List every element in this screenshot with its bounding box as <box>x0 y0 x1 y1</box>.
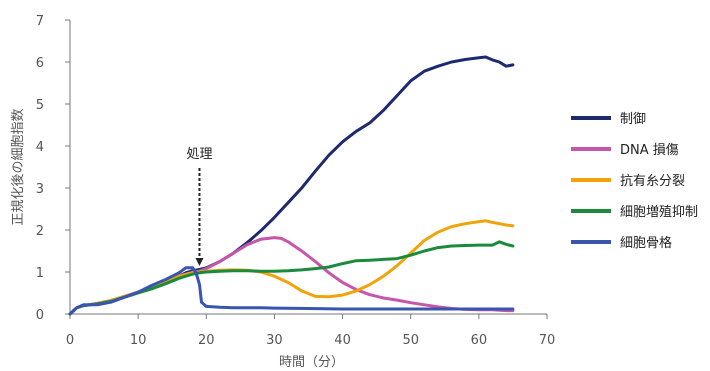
series-line-3 <box>68 240 515 316</box>
x-axis-title: 時間（分） <box>279 355 344 370</box>
x-tick-label: 20 <box>198 333 215 348</box>
series-line-1 <box>68 236 515 316</box>
x-tick-label: 70 <box>539 333 556 348</box>
y-tick-label: 5 <box>36 98 44 113</box>
legend-label: 抗有糸分裂 <box>620 174 685 189</box>
y-tick-label: 7 <box>36 14 44 29</box>
annotation-label: 処理 <box>186 147 212 162</box>
y-tick-label: 2 <box>36 224 44 239</box>
x-tick-label: 40 <box>334 333 351 348</box>
x-tick-label: 10 <box>130 333 147 348</box>
legend-label: 細胞増殖抑制 <box>620 204 698 220</box>
legend-label: 制御 <box>620 112 646 127</box>
annotation-arrowhead <box>195 258 204 266</box>
y-tick-label: 6 <box>36 56 44 71</box>
y-tick-label: 4 <box>36 140 44 155</box>
y-ticks: 0 1 2 3 4 5 6 7 <box>36 14 70 323</box>
series-line-4 <box>68 266 515 316</box>
x-tick-label: 60 <box>471 333 488 348</box>
x-ticks: 0 10 20 30 40 50 60 70 <box>66 314 555 348</box>
x-tick-label: 30 <box>266 333 283 348</box>
legend-label: DNA 損傷 <box>620 143 679 158</box>
x-tick-label: 50 <box>402 333 419 348</box>
y-tick-label: 3 <box>36 182 44 197</box>
y-axis-title: 正規化後の細胞指数 <box>11 108 26 225</box>
y-tick-label: 1 <box>36 266 44 281</box>
x-tick-label: 0 <box>66 333 74 348</box>
treatment-annotation: 処理 <box>186 147 212 266</box>
axes <box>69 20 547 315</box>
series-line-0 <box>68 55 515 316</box>
legend-label: 細胞骨格 <box>620 235 672 251</box>
y-tick-label: 0 <box>36 308 44 323</box>
series-line-2 <box>68 219 515 316</box>
series-lines <box>68 55 515 316</box>
